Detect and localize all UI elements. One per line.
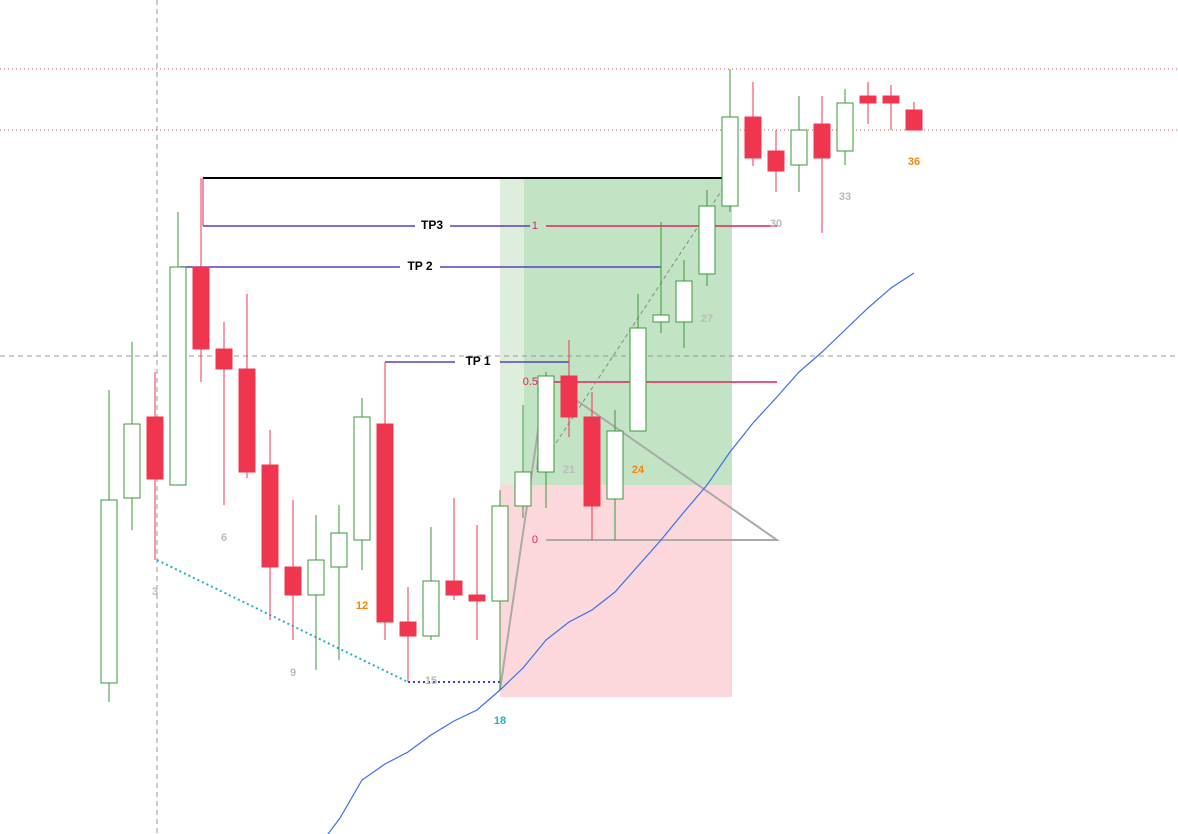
candle-body (445, 580, 463, 596)
candle-body (675, 280, 693, 323)
candle-body (169, 266, 187, 486)
tp-label: TP3 (421, 218, 443, 232)
bar-index-label: 27 (701, 313, 713, 325)
trend-line (156, 559, 409, 683)
candle-body (376, 423, 394, 623)
bar-index-label: 3 (152, 586, 158, 598)
tp-label: TP 2 (407, 259, 432, 273)
candle-body (284, 566, 302, 596)
candle-body (307, 559, 325, 596)
tp-label: TP 1 (465, 354, 490, 368)
candle-body (353, 416, 371, 541)
candle-body (146, 416, 164, 480)
candle-body (422, 580, 440, 637)
candle-body (330, 532, 348, 568)
candle-body (215, 348, 233, 370)
bar-index-label: 21 (563, 464, 575, 476)
candle-body (813, 123, 831, 159)
candle-body (583, 416, 601, 507)
candle-body (744, 116, 762, 159)
profit-zone-entry (500, 178, 524, 485)
bar-index-label: 24 (632, 464, 645, 476)
candle-body (859, 95, 877, 104)
candle-body (606, 430, 624, 500)
candle-body (790, 129, 808, 166)
candle-body (514, 471, 532, 507)
bar-index-label: 33 (839, 191, 851, 203)
candle-body (652, 314, 670, 323)
candle-body (836, 102, 854, 152)
fib-label: 1 (532, 220, 538, 232)
candle-body (399, 621, 417, 637)
fib-label: 0 (532, 534, 538, 546)
bar-index-label: 15 (425, 675, 437, 687)
bar-index-label: 12 (356, 600, 368, 612)
candle-body (698, 205, 716, 275)
fib-label: 0.5 (523, 376, 538, 388)
candle-body (537, 375, 555, 473)
candle-body (123, 423, 141, 499)
candle-body (261, 464, 279, 568)
candle-body (560, 375, 578, 418)
bar-index-label: 6 (221, 532, 227, 544)
candle-body (238, 368, 256, 473)
bar-index-label: 30 (770, 218, 782, 230)
candle-body (192, 266, 210, 350)
candle-body (491, 505, 509, 602)
candle-body (905, 109, 923, 131)
candle-body (629, 327, 647, 432)
candle-body (468, 594, 486, 602)
candles (100, 69, 923, 702)
moving-average (327, 272, 915, 834)
candle-body (882, 95, 900, 104)
candle-body (767, 150, 785, 172)
candle-body (721, 116, 739, 207)
bar-index-label: 9 (290, 667, 296, 679)
pattern-line (546, 394, 781, 541)
candle-body (100, 499, 118, 684)
bar-index-label: 18 (494, 715, 506, 727)
bar-index-label: 36 (908, 156, 920, 168)
